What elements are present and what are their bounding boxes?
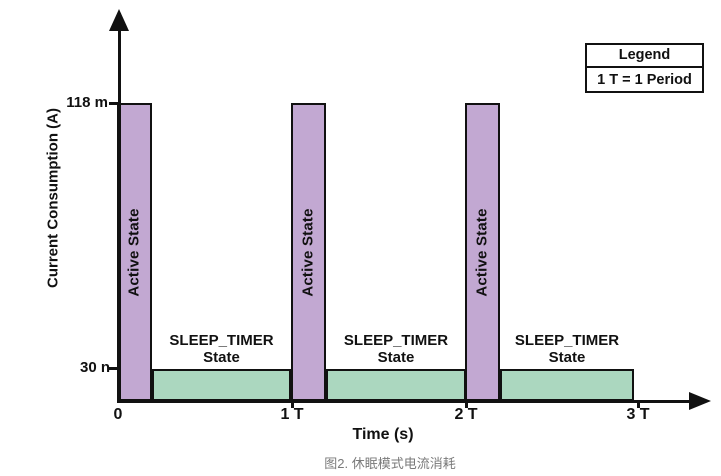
sleep-timer-bar [326,369,466,401]
sleep-timer-label-line2: State [548,349,586,366]
active-state-bar: Active State [291,103,326,401]
x-tick-label: 2 T [454,406,478,423]
sleep-timer-label-line1: SLEEP_TIMER [169,332,274,349]
y-axis-arrow-icon [109,9,129,31]
x-tick-mark [291,402,294,408]
active-state-bar: Active State [117,103,152,401]
legend-box: Legend 1 T = 1 Period [585,43,704,93]
active-state-label: Active State [300,207,317,297]
y-axis-line [118,13,121,402]
y-axis-title: Current Consumption (A) [44,108,62,288]
sleep-timer-label-line2: State [377,349,415,366]
y-tick-label-30n: 30 n [79,359,110,376]
x-tick-label: 0 [113,406,123,423]
sleep-timer-label: SLEEP_TIMER State [515,332,619,366]
sleep-timer-label: SLEEP_TIMER State [169,332,273,366]
legend-entry: 1 T = 1 Period [597,71,692,88]
sleep-timer-label-line1: SLEEP_TIMER [343,332,449,349]
sleep-timer-label-line1: SLEEP_TIMER [514,332,620,349]
figure-caption: 图2. 休眠模式电流消耗 [324,456,456,471]
x-tick-label: 3 T [626,406,650,423]
sleep-timer-bar [152,369,291,401]
legend-title: Legend [587,45,702,68]
active-state-label: Active State [126,207,143,297]
x-tick-mark [465,402,468,408]
sleep-timer-bar [500,369,634,401]
y-tick-30n [109,367,119,370]
active-state-label: Active State [474,207,491,297]
y-tick-label-118m: 118 m [66,94,108,111]
sleep-timer-label-line2: State [203,349,240,366]
x-axis-arrow-icon [689,392,711,410]
x-axis-title: Time (s) [352,426,414,443]
x-tick-label: 1 T [280,406,304,423]
y-tick-118m [109,102,119,105]
x-axis-line [117,400,692,403]
active-state-bar: Active State [465,103,500,401]
sleep-timer-label: SLEEP_TIMER State [344,332,448,366]
x-tick-mark [637,402,640,408]
